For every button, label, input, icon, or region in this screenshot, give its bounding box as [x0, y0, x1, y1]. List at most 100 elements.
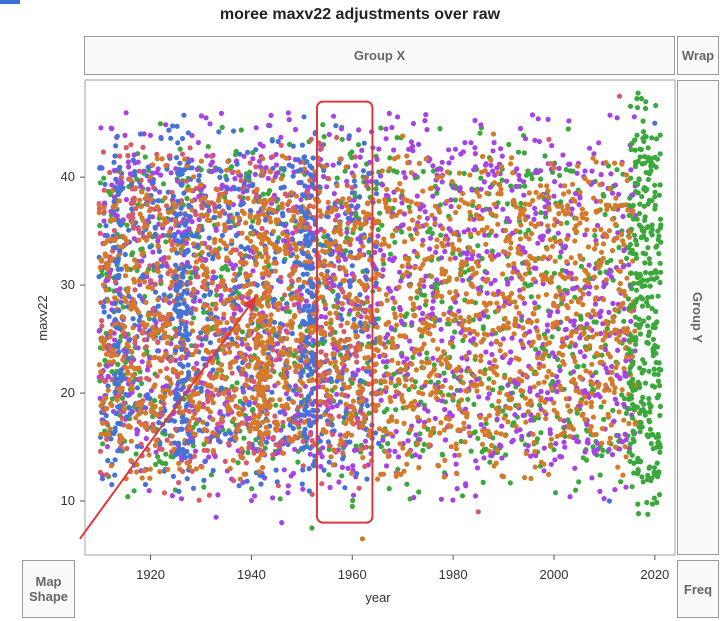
- data-point: [528, 294, 534, 300]
- data-point: [407, 208, 413, 215]
- data-point: [406, 386, 412, 393]
- data-point: [246, 254, 252, 260]
- data-point: [229, 238, 235, 244]
- data-point: [258, 481, 264, 487]
- data-point: [459, 493, 466, 499]
- data-point: [321, 412, 327, 418]
- data-point: [144, 192, 150, 198]
- data-point: [137, 229, 143, 235]
- data-point: [557, 364, 563, 370]
- data-point: [325, 233, 331, 239]
- data-point: [162, 330, 168, 336]
- data-point: [608, 171, 614, 177]
- freq-drop-zone[interactable]: Freq: [677, 560, 719, 618]
- data-point: [440, 243, 446, 249]
- data-point: [517, 229, 523, 235]
- map-shape-drop-zone[interactable]: Map Shape: [22, 560, 75, 618]
- group-x-drop-zone[interactable]: Group X: [84, 36, 675, 75]
- data-point: [196, 216, 202, 223]
- data-point: [546, 353, 552, 359]
- data-point: [425, 408, 431, 414]
- data-point: [519, 433, 525, 439]
- data-point: [197, 400, 203, 406]
- data-point: [284, 193, 290, 199]
- data-point: [191, 288, 197, 294]
- data-point: [614, 115, 620, 121]
- data-point: [208, 289, 214, 295]
- data-point: [435, 346, 441, 352]
- data-point: [276, 444, 282, 450]
- data-point: [285, 110, 291, 116]
- data-point: [494, 416, 500, 422]
- group-y-drop-zone[interactable]: Group Y: [677, 80, 719, 555]
- data-point: [224, 255, 230, 261]
- data-point: [462, 269, 468, 275]
- data-point: [281, 184, 287, 190]
- data-point: [235, 169, 241, 175]
- data-point: [615, 432, 621, 439]
- data-point: [194, 407, 201, 413]
- data-point: [206, 454, 212, 460]
- data-point: [437, 430, 443, 436]
- data-point: [322, 164, 328, 170]
- data-point: [243, 372, 249, 378]
- data-point: [133, 451, 139, 457]
- data-point: [583, 457, 590, 463]
- data-point: [426, 322, 433, 328]
- data-point: [385, 440, 391, 447]
- data-point: [412, 265, 418, 271]
- data-point: [125, 159, 131, 165]
- data-point: [236, 483, 242, 489]
- data-point: [156, 234, 163, 240]
- data-point: [343, 201, 349, 207]
- data-point: [556, 165, 562, 171]
- data-point: [245, 363, 252, 370]
- data-point: [319, 242, 325, 248]
- data-point: [178, 496, 185, 502]
- data-point: [335, 292, 341, 298]
- data-point: [377, 272, 383, 278]
- wrap-drop-zone[interactable]: Wrap: [677, 36, 719, 75]
- data-point: [360, 423, 366, 429]
- data-point: [528, 171, 534, 178]
- data-point: [212, 274, 219, 280]
- data-point: [241, 210, 247, 216]
- data-point: [289, 330, 295, 337]
- data-point: [383, 385, 389, 391]
- data-point: [350, 376, 356, 382]
- data-point: [201, 303, 207, 309]
- data-point: [158, 406, 164, 412]
- data-point: [333, 365, 339, 371]
- data-point: [279, 438, 285, 445]
- data-point: [348, 236, 354, 243]
- data-point: [123, 145, 129, 151]
- data-point: [140, 329, 146, 335]
- data-point: [213, 227, 219, 233]
- data-point: [164, 375, 170, 381]
- data-point: [361, 234, 368, 240]
- data-point: [133, 185, 139, 191]
- data-point: [434, 388, 440, 394]
- data-point: [104, 444, 110, 450]
- data-point: [474, 465, 481, 471]
- data-point: [608, 274, 615, 280]
- data-point: [557, 172, 563, 179]
- data-point: [408, 170, 415, 176]
- data-point: [551, 193, 557, 199]
- data-point: [446, 321, 452, 327]
- data-point: [338, 322, 344, 329]
- data-point: [286, 416, 292, 422]
- data-point: [373, 239, 380, 245]
- data-point: [438, 420, 444, 426]
- data-point: [140, 144, 146, 150]
- data-point: [328, 376, 334, 382]
- data-point: [399, 320, 405, 326]
- data-point: [597, 488, 603, 494]
- data-point: [387, 155, 393, 161]
- data-point: [330, 162, 336, 168]
- data-point: [618, 479, 624, 485]
- data-point: [404, 461, 410, 467]
- data-point: [247, 169, 253, 175]
- data-point: [429, 311, 435, 317]
- data-point: [486, 376, 492, 382]
